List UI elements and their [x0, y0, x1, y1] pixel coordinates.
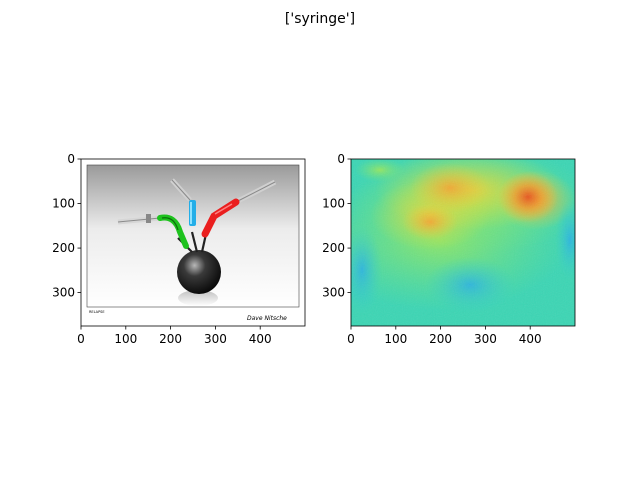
left-y-tick-label: 300 — [52, 286, 75, 300]
left-axes-frame — [80, 158, 306, 327]
photo-caption-left: RELAPSE — [89, 310, 105, 314]
left-x-tick-label: 200 — [159, 332, 182, 346]
right-x-tick-label: 100 — [384, 332, 407, 346]
right-y-tick-label: 0 — [337, 152, 345, 166]
saliency-heatmap — [351, 159, 575, 326]
left-x-tick-label: 100 — [114, 332, 137, 346]
left-y-tick-label: 100 — [52, 197, 75, 211]
left-x-tick-label: 400 — [249, 332, 272, 346]
left-y-tick-label: 0 — [67, 152, 75, 166]
photo-signature: Dave Nitsche — [247, 315, 287, 322]
right-y-tick-label: 100 — [322, 197, 345, 211]
right-heatmap-panel: 0 100 200 300 400 0 100 200 300 — [322, 152, 576, 346]
left-x-tick-label: 300 — [204, 332, 227, 346]
left-x-tick-label: 0 — [77, 332, 85, 346]
right-x-tick-label: 0 — [347, 332, 355, 346]
left-image-panel: RELAPSE Dave Nitsche 0 100 200 300 400 0 100 20… — [52, 152, 306, 346]
right-axis-ticks: 0 100 200 300 400 0 100 200 300 — [322, 152, 542, 346]
right-axes-frame — [350, 158, 576, 327]
left-y-tick-label: 200 — [52, 241, 75, 255]
right-y-tick-label: 300 — [322, 286, 345, 300]
figure-suptitle: ['syringe'] — [285, 11, 355, 27]
syringe-photo: RELAPSE Dave Nitsche — [81, 159, 305, 326]
right-x-tick-label: 400 — [519, 332, 542, 346]
right-x-tick-label: 300 — [474, 332, 497, 346]
left-axis-ticks: 0 100 200 300 400 0 100 200 300 — [52, 152, 272, 346]
right-x-tick-label: 200 — [429, 332, 452, 346]
right-y-tick-label: 200 — [322, 241, 345, 255]
